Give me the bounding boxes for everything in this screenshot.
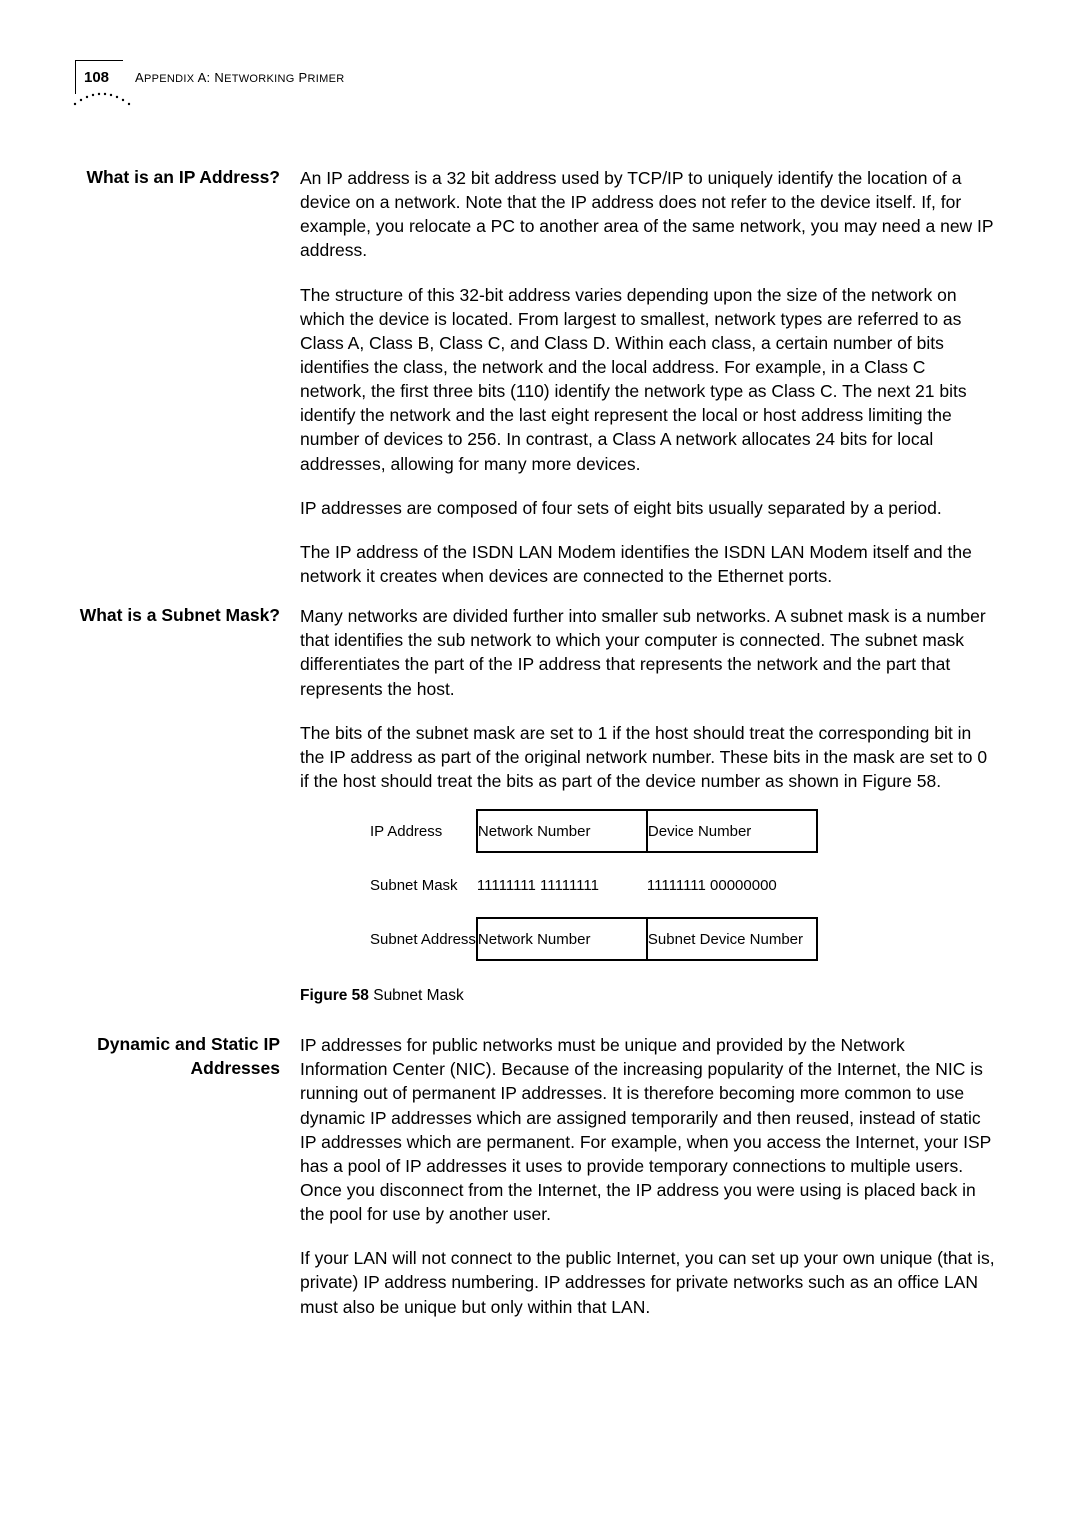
- section-dynamic-static: Dynamic and Static IP Addresses IP addre…: [75, 1033, 995, 1319]
- body-text: Many networks are divided further into s…: [300, 604, 995, 701]
- dots-decoration-icon: [71, 90, 135, 110]
- heading-ip-address: What is an IP Address?: [75, 166, 280, 190]
- fig-cell: 11111111 00000000: [647, 864, 817, 906]
- figure-caption: Figure 58 Subnet Mask: [300, 987, 995, 1005]
- body-text: If your LAN will not connect to the publ…: [300, 1246, 995, 1318]
- fig-cell: 11111111 11111111: [477, 864, 647, 906]
- page-header: 108 APPENDIX A: NETWORKING PRIMER: [75, 60, 995, 118]
- running-head: APPENDIX A: NETWORKING PRIMER: [135, 70, 344, 85]
- body-text: The structure of this 32-bit address var…: [300, 283, 995, 476]
- body-text: IP addresses for public networks must be…: [300, 1033, 995, 1226]
- section-ip-address: What is an IP Address? An IP address is …: [75, 166, 995, 588]
- fig-row-label: Subnet Address: [370, 918, 477, 960]
- figure-number: Figure 58: [300, 987, 369, 1004]
- page-number: 108: [75, 60, 123, 94]
- fig-cell: Network Number: [477, 918, 647, 960]
- body-text: The bits of the subnet mask are set to 1…: [300, 721, 995, 793]
- fig-cell: Subnet Device Number: [647, 918, 817, 960]
- figure-caption-text: Subnet Mask: [369, 987, 464, 1004]
- fig-cell: Device Number: [647, 810, 817, 852]
- figure-table: IP Address Network Number Device Number …: [370, 809, 818, 961]
- fig-row-label: Subnet Mask: [370, 864, 477, 906]
- figure-subnet-mask: IP Address Network Number Device Number …: [300, 809, 995, 1005]
- body-text: An IP address is a 32 bit address used b…: [300, 166, 995, 263]
- fig-cell: Network Number: [477, 810, 647, 852]
- body-text: The IP address of the ISDN LAN Modem ide…: [300, 540, 995, 588]
- heading-dynamic-static: Dynamic and Static IP Addresses: [75, 1033, 280, 1080]
- heading-subnet-mask: What is a Subnet Mask?: [75, 604, 280, 628]
- fig-row-label: IP Address: [370, 810, 477, 852]
- body-text: IP addresses are composed of four sets o…: [300, 496, 995, 520]
- section-subnet-mask: What is a Subnet Mask? Many networks are…: [75, 604, 995, 793]
